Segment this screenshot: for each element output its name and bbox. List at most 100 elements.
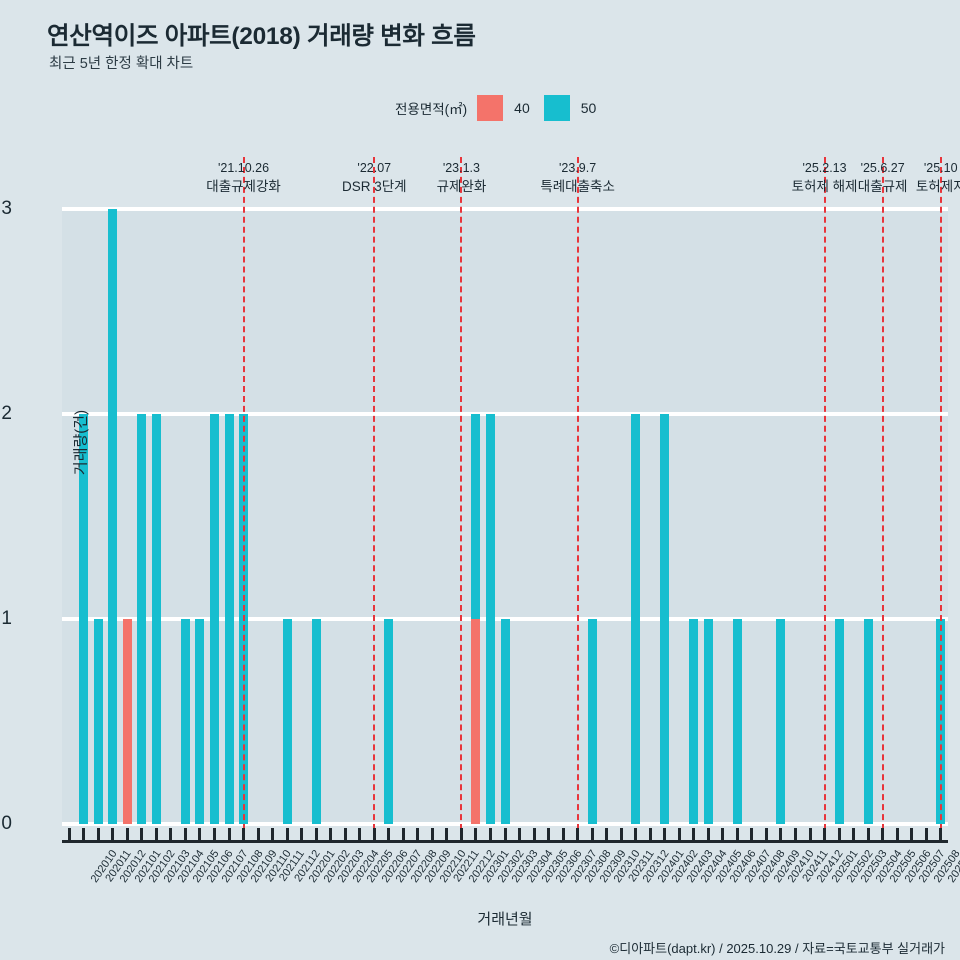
bar[interactable] bbox=[224, 414, 234, 824]
x-tick bbox=[663, 828, 667, 843]
legend-item-40[interactable]: 40 bbox=[477, 95, 530, 121]
x-tick bbox=[387, 828, 391, 843]
bar[interactable] bbox=[471, 414, 481, 619]
event-annotation-1: '22.07 DSR 3단계 bbox=[342, 160, 407, 196]
bar[interactable] bbox=[311, 619, 321, 824]
event-annotation-5: '25.6.27 대출규제 bbox=[858, 160, 908, 196]
x-tick bbox=[881, 828, 885, 843]
event-annotation-6: '25.10 토허제지 bbox=[916, 160, 960, 196]
y-tick-label: 2 bbox=[1, 403, 12, 424]
x-tick bbox=[358, 828, 362, 843]
x-tick bbox=[706, 828, 710, 843]
chart-legend: 전용면적(㎡) 40 50 bbox=[395, 95, 610, 121]
event-line-4 bbox=[823, 157, 826, 840]
x-tick bbox=[343, 828, 347, 843]
legend-item-50[interactable]: 50 bbox=[543, 95, 596, 121]
x-tick bbox=[547, 828, 551, 843]
x-tick bbox=[154, 828, 158, 843]
bar[interactable] bbox=[587, 619, 597, 824]
legend-swatch-40 bbox=[477, 95, 504, 121]
x-axis: 거래년월 202010 202011 202012 202101 202102 20210… bbox=[62, 824, 960, 944]
y-axis-title: 거래량(건) bbox=[72, 409, 90, 476]
x-tick bbox=[169, 828, 173, 843]
x-tick bbox=[910, 828, 914, 843]
event-name: 토허제지 bbox=[915, 179, 960, 194]
bar[interactable] bbox=[79, 414, 89, 824]
x-tick bbox=[503, 828, 507, 843]
event-line-1 bbox=[373, 157, 376, 840]
x-tick bbox=[183, 828, 187, 843]
x-tick bbox=[692, 828, 696, 843]
gridline-3 bbox=[62, 207, 948, 211]
x-tick bbox=[619, 828, 623, 843]
event-annotation-3: '23.9.7 특례대출축소 bbox=[540, 160, 615, 196]
x-tick bbox=[372, 828, 376, 843]
bar[interactable] bbox=[703, 619, 713, 824]
bar[interactable] bbox=[660, 414, 670, 824]
event-date: '25.6.27 bbox=[860, 161, 905, 175]
x-tick bbox=[895, 828, 899, 843]
x-tick bbox=[227, 828, 231, 843]
event-line-3 bbox=[576, 157, 579, 840]
x-tick bbox=[750, 828, 754, 843]
footer-credit: ©디아파트(dapt.kr) / 2025.10.29 / 자료=국토교통부 실… bbox=[609, 941, 945, 956]
bar[interactable] bbox=[471, 619, 481, 824]
x-tick bbox=[256, 828, 260, 843]
x-tick bbox=[561, 828, 565, 843]
event-name: 토허제 해제 bbox=[791, 179, 858, 194]
event-annotation-0: '21.10.26 대출규제강화 bbox=[206, 160, 281, 196]
bar[interactable] bbox=[863, 619, 873, 824]
bar[interactable] bbox=[631, 414, 641, 824]
bar[interactable] bbox=[384, 619, 394, 824]
x-tick bbox=[300, 828, 304, 843]
x-tick bbox=[285, 828, 289, 843]
bar[interactable] bbox=[500, 619, 510, 824]
x-tick bbox=[401, 828, 405, 843]
bar[interactable] bbox=[180, 619, 190, 824]
chart-title: 연산역이즈 아파트(2018) 거래량 변화 흐름 bbox=[47, 23, 476, 50]
bar[interactable] bbox=[834, 619, 844, 824]
bar[interactable] bbox=[151, 414, 161, 824]
x-tick bbox=[721, 828, 725, 843]
bar[interactable] bbox=[282, 619, 292, 824]
x-tick bbox=[939, 828, 943, 843]
event-annotation-2: '23.1.3 규제완화 bbox=[437, 160, 487, 196]
y-tick-label: 0 bbox=[1, 813, 12, 834]
bar[interactable] bbox=[108, 209, 118, 824]
bar[interactable] bbox=[195, 619, 205, 824]
x-tick bbox=[488, 828, 492, 843]
y-tick-label: 1 bbox=[1, 608, 12, 629]
x-tick bbox=[111, 828, 115, 843]
x-tick bbox=[416, 828, 420, 843]
x-tick bbox=[852, 828, 856, 843]
legend-title: 전용면적(㎡) bbox=[395, 102, 468, 117]
x-tick bbox=[808, 828, 812, 843]
x-tick bbox=[823, 828, 827, 843]
bar[interactable] bbox=[210, 414, 219, 824]
x-axis-title: 거래년월 bbox=[477, 911, 533, 928]
event-date: '25.2.13 bbox=[802, 161, 847, 175]
bar[interactable] bbox=[485, 414, 495, 824]
bar[interactable] bbox=[776, 619, 786, 824]
x-tick bbox=[576, 828, 580, 843]
chart-subtitle: 최근 5년 한정 확대 차트 bbox=[49, 56, 194, 72]
x-tick bbox=[837, 828, 841, 843]
event-name: 규제완화 bbox=[436, 179, 487, 194]
bar[interactable] bbox=[689, 619, 699, 824]
bar[interactable] bbox=[732, 619, 742, 824]
x-tick bbox=[764, 828, 768, 843]
bar[interactable] bbox=[93, 619, 103, 824]
event-date: '25.10 bbox=[923, 161, 958, 175]
event-name: DSR 3단계 bbox=[341, 179, 407, 194]
event-date: '23.9.7 bbox=[559, 161, 597, 175]
x-tick bbox=[735, 828, 739, 843]
bar[interactable] bbox=[137, 414, 147, 824]
x-tick bbox=[793, 828, 797, 843]
x-tick bbox=[532, 828, 536, 843]
x-tick bbox=[648, 828, 652, 843]
x-tick bbox=[866, 828, 870, 843]
bar[interactable] bbox=[122, 619, 132, 824]
event-line-6 bbox=[939, 157, 942, 840]
event-annotation-4: '25.2.13 토허제 해제 bbox=[792, 160, 858, 196]
